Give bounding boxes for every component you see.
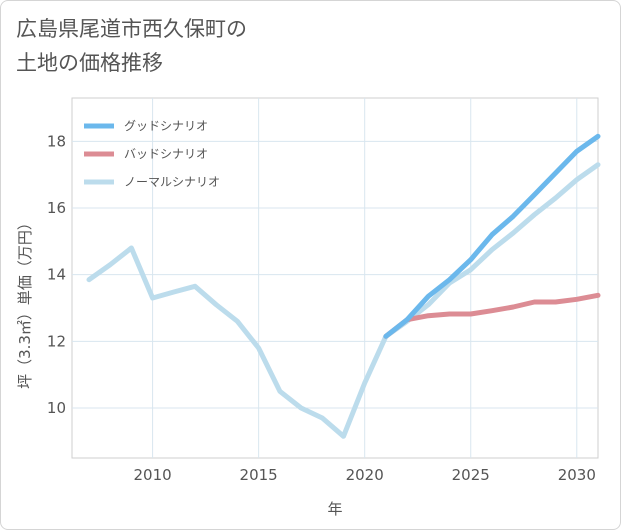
x-tick-label: 2030 bbox=[558, 466, 596, 484]
y-tick-label: 10 bbox=[47, 399, 66, 417]
y-axis-title: 坪（3.3㎡）単価（万円） bbox=[16, 215, 34, 389]
plot-frame bbox=[71, 97, 599, 459]
series-lines bbox=[86, 133, 601, 439]
y-tick-label: 18 bbox=[47, 132, 66, 150]
page-title: 広島県尾道市西久保町の 土地の価格推移 bbox=[16, 12, 247, 80]
grid-lines bbox=[71, 97, 599, 459]
x-tick-label: 2025 bbox=[452, 466, 490, 484]
x-tick-label: 2020 bbox=[346, 466, 384, 484]
y-tick-label: 14 bbox=[47, 266, 66, 284]
axis-ticks: 2010 2015 2020 2025 2030 10 12 14 16 18 bbox=[47, 132, 596, 484]
series-line-0 bbox=[383, 133, 601, 339]
legend-label-2: ノーマルシナリオ bbox=[124, 175, 220, 189]
y-tick-label: 12 bbox=[47, 332, 66, 350]
legend-label-1: バッドシナリオ bbox=[124, 147, 208, 161]
title-line-2: 土地の価格推移 bbox=[16, 51, 163, 75]
y-tick-label: 16 bbox=[47, 199, 66, 217]
x-tick-label: 2015 bbox=[240, 466, 278, 484]
title-line-1: 広島県尾道市西久保町の bbox=[16, 17, 247, 41]
series-line-1 bbox=[383, 292, 601, 339]
series-line-2 bbox=[86, 162, 601, 439]
x-tick-label: 2010 bbox=[134, 466, 172, 484]
x-axis-title: 年 bbox=[327, 500, 342, 518]
legend-label-0: グッドシナリオ bbox=[124, 119, 208, 133]
